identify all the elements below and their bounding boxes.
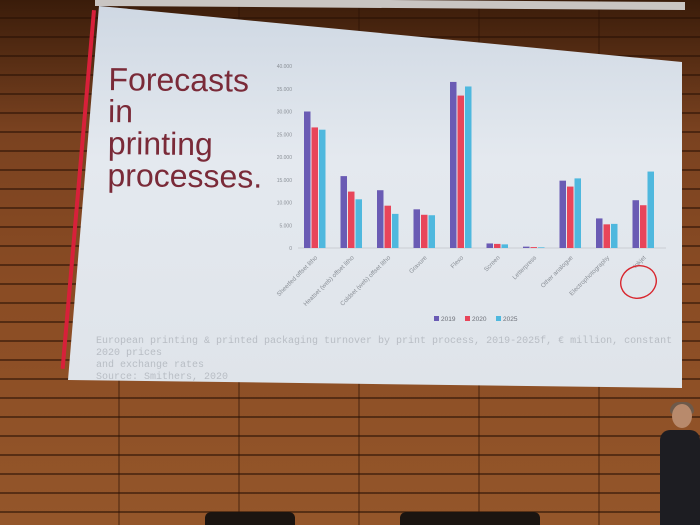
presenter <box>660 402 700 525</box>
x-tick-label: Gravure <box>408 254 429 275</box>
bar-2019 <box>596 218 603 248</box>
bar-2025 <box>355 199 362 248</box>
bar-2020 <box>311 127 318 248</box>
bar-2019 <box>304 111 311 248</box>
x-tick-label: Inkjet <box>632 254 648 270</box>
bar-2025 <box>465 86 472 248</box>
x-tick-label: Other analogue <box>540 254 576 290</box>
y-tick-label: 35.000 <box>277 87 293 93</box>
audience-seat <box>205 512 295 525</box>
bar-2020 <box>567 186 574 248</box>
bar-2019 <box>413 209 420 248</box>
highlight-circle <box>620 265 657 299</box>
bar-2025 <box>538 247 545 248</box>
y-tick-label: 30.000 <box>277 110 293 116</box>
bar-2019 <box>486 243 493 248</box>
y-tick-label: 25.000 <box>277 132 293 138</box>
legend-swatch-2020 <box>465 316 470 321</box>
chart-caption: European printing & printed packaging tu… <box>96 336 676 384</box>
x-tick-label: Flexo <box>450 254 466 270</box>
caption-source: Source: Smithers, 2020 <box>96 372 229 383</box>
bar-2020 <box>348 191 355 248</box>
legend-swatch-2019 <box>434 316 439 321</box>
bar-2019 <box>632 200 639 248</box>
legend-label: 2025 <box>503 316 518 323</box>
bar-2019 <box>340 176 347 248</box>
y-tick-label: 10.000 <box>277 201 293 207</box>
legend-label: 2020 <box>472 316 487 323</box>
bar-2025 <box>647 171 654 248</box>
y-tick-label: 5.000 <box>279 223 292 229</box>
presenter-head <box>672 404 692 428</box>
bar-2020 <box>640 205 647 248</box>
y-tick-label: 20.000 <box>277 155 293 161</box>
bar-2025 <box>319 129 326 248</box>
bar-2020 <box>603 224 610 248</box>
caption-line: European printing & printed packaging tu… <box>96 336 673 359</box>
bar-2019 <box>523 246 530 248</box>
legend-label: 2019 <box>441 316 456 323</box>
y-tick-label: 40.000 <box>277 64 293 70</box>
x-tick-label: Letterpress <box>511 254 538 281</box>
bar-2020 <box>421 214 428 248</box>
bar-2025 <box>428 215 435 248</box>
presenter-body <box>660 430 700 525</box>
bar-2020 <box>457 95 464 248</box>
bar-2025 <box>392 213 399 248</box>
bar-2025 <box>501 244 508 248</box>
y-tick-label: 0 <box>289 246 292 252</box>
x-tick-label: Electrophotography <box>568 254 612 298</box>
bar-2019 <box>559 180 566 248</box>
caption-line: and exchange rates <box>96 360 205 371</box>
bar-2020 <box>530 247 537 248</box>
legend-swatch-2025 <box>496 316 501 321</box>
bar-2020 <box>384 205 391 248</box>
bar-2019 <box>450 81 457 248</box>
y-tick-label: 15.000 <box>277 178 293 184</box>
audience-seat <box>400 512 540 525</box>
bar-2020 <box>494 243 501 248</box>
bar-2025 <box>574 178 581 248</box>
bar-2025 <box>611 223 618 248</box>
bar-2019 <box>377 190 384 248</box>
x-tick-label: Screen <box>483 254 502 273</box>
